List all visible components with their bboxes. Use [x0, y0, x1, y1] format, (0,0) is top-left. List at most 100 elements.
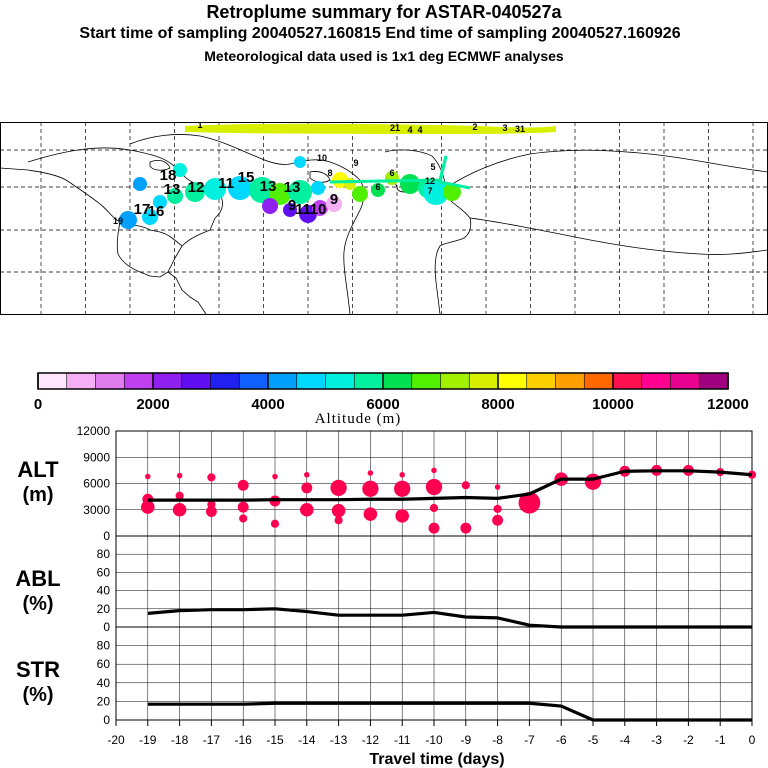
altitude-dot [141, 500, 155, 514]
plume-blob [228, 176, 252, 200]
y-tick-label: 80 [97, 547, 111, 561]
plume-blob [294, 156, 306, 168]
altitude-dot [301, 482, 313, 494]
plume-day-label: 10 [310, 201, 327, 218]
altitude-dot [331, 503, 346, 518]
altitude-dot [304, 472, 310, 478]
plume-day-label: 2 [472, 122, 477, 132]
colorbar-tick-label: 12000 [707, 396, 749, 413]
altitude-dot [237, 501, 249, 513]
chart-title: Retroplume summary for ASTAR-040527a [206, 2, 562, 22]
altitude-dot [460, 522, 472, 534]
plume-day-label: 4 [417, 125, 422, 135]
alt-panel: 0 3000 6000 9000 12000 ALT(m) [17, 424, 757, 543]
x-tick-label: -12 [362, 733, 380, 747]
altitude-dot [270, 519, 280, 528]
sampling-times: Start time of sampling 20040527.160815 E… [79, 25, 681, 42]
x-tick-label: -13 [330, 733, 348, 747]
altitude-dot [431, 467, 437, 474]
altitude-dot [395, 509, 410, 523]
altitude-dot [172, 502, 187, 517]
plume-blob [167, 188, 183, 204]
plume-day-label: 3 [502, 123, 507, 133]
colorbar-label: Altitude (m) [315, 411, 402, 427]
plume-blob [262, 198, 278, 214]
x-axis-label: Travel time (days) [369, 751, 504, 768]
panel-unit: (%) [22, 593, 53, 615]
plume-day-label: 9 [288, 197, 296, 214]
x-tick-label: -1 [715, 733, 726, 747]
plume-band [185, 123, 556, 134]
altitude-dot [367, 470, 374, 476]
altitude-dot [492, 514, 504, 526]
met-data-note: Meteorological data used is 1x1 deg ECMW… [204, 48, 564, 64]
plume-blob [423, 179, 449, 205]
altitude-dot [330, 479, 347, 497]
y-tick-label: 0 [103, 620, 110, 634]
plume-day-label: 6 [375, 182, 380, 192]
plume-day-label: 7 [427, 186, 432, 196]
str-panel: 0 20 40 60 80 STR(%) [16, 626, 753, 727]
plume-day-label: 12 [188, 179, 205, 196]
plume-blob [312, 200, 328, 216]
altitude-dot [176, 472, 183, 479]
panel-unit: (%) [22, 684, 53, 706]
altitude-dot [494, 484, 501, 490]
y-tick-label: 0 [103, 713, 110, 727]
y-tick-label: 40 [97, 584, 111, 598]
plume-band [329, 155, 471, 190]
plume-day-label: 31 [515, 124, 525, 134]
y-tick-label: 60 [97, 657, 111, 671]
plume-day-label: 13 [284, 179, 301, 196]
x-tick-label: 0 [749, 733, 756, 747]
plume-day-label: 16 [148, 203, 165, 220]
x-tick-label: -16 [235, 733, 253, 747]
plume-day-label: 19 [113, 216, 123, 226]
plume-blob [119, 211, 137, 229]
altitude-dot [272, 473, 278, 480]
y-tick-label: 0 [103, 529, 110, 543]
plume-blob [133, 177, 147, 191]
x-tick-label: -15 [266, 733, 284, 747]
x-tick-label: -6 [556, 733, 567, 747]
abl-fraction-line [147, 607, 752, 629]
colorbar-tick-label: 10000 [592, 396, 634, 413]
altitude-dot [493, 504, 502, 513]
panel-title: ABL [15, 566, 60, 591]
y-tick-label: 6000 [83, 477, 110, 491]
plume-day-label: 11 [295, 201, 311, 218]
plume-blob [173, 163, 187, 177]
x-tick-label: -3 [651, 733, 662, 747]
y-tick-label: 3000 [83, 503, 110, 517]
x-tick-label: -2 [683, 733, 694, 747]
plume-day-label: 8 [327, 168, 332, 178]
panel-title: ALT [17, 457, 59, 482]
y-tick-label: 20 [97, 602, 111, 616]
plume-day-label: 1 [197, 122, 202, 130]
colorbar-tick-label: 0 [34, 396, 42, 413]
altitude-dot [394, 480, 411, 497]
plume-day-label: 9 [353, 158, 358, 168]
altitude-dot [425, 478, 443, 496]
x-tick-label: -8 [492, 733, 503, 747]
y-tick-label: 20 [97, 694, 111, 708]
plume-day-label: 9 [330, 191, 338, 208]
plume-blob [352, 186, 368, 202]
travel-time-axis: -20 -19 -18 -17 -16 -15 -14 -13 -12 -11 -10 -9 -8 -7-… [107, 720, 756, 747]
x-tick-label: -20 [107, 733, 125, 747]
x-tick-label: -11 [394, 733, 411, 747]
colorbar-tick-label: 4000 [251, 396, 284, 413]
altitude-dot [207, 473, 216, 482]
altitude-dot [518, 491, 541, 514]
y-tick-label: 60 [97, 565, 111, 579]
plume-blob [283, 203, 297, 217]
x-tick-label: -17 [203, 733, 221, 747]
x-tick-label: -5 [588, 733, 599, 747]
altitude-dot [145, 473, 151, 480]
altitude-dot [205, 506, 217, 517]
plume-day-label: 12 [425, 176, 435, 186]
altitude-dot [362, 480, 379, 497]
altitude-dot [399, 472, 405, 478]
